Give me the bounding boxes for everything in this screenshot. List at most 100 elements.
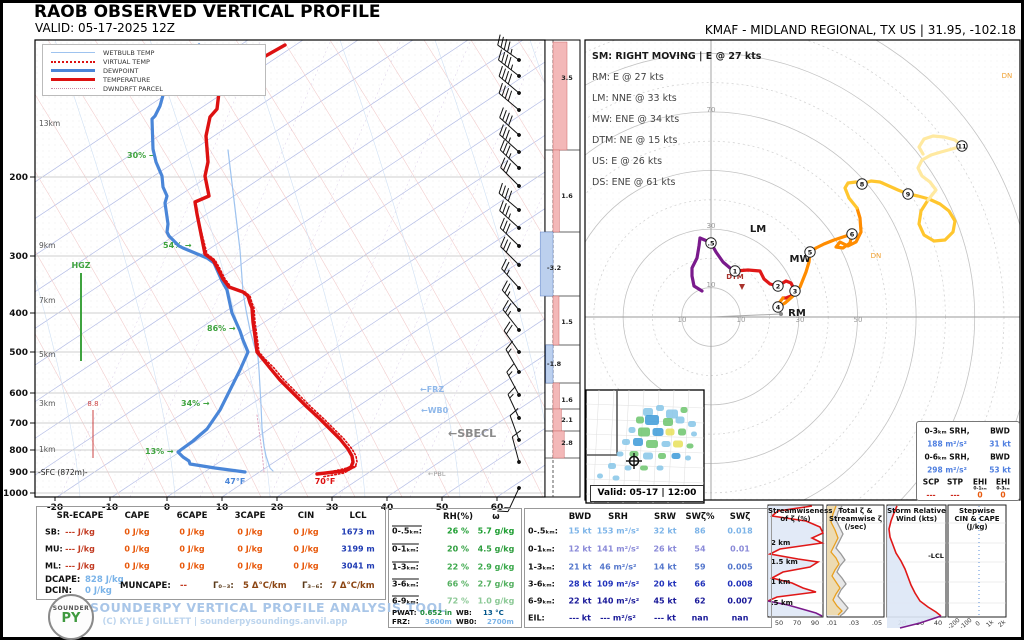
station-title: KMAF - MIDLAND REGIONAL, TX US | 31.95, … — [704, 23, 1016, 37]
height-marker — [705, 237, 717, 249]
advection-value: 2.8 — [561, 439, 573, 447]
sm-line: LM: NNE @ 33 kts — [592, 93, 677, 104]
height-marker-label: 11 — [957, 142, 967, 150]
max-lapse-rate-label: 8.8 — [87, 400, 98, 408]
pressure-tick: 300 — [9, 252, 28, 262]
radar-echo — [661, 441, 671, 447]
wind-barb — [507, 386, 521, 420]
km-label: .5 km — [771, 599, 793, 607]
advection-value: 1.5 — [561, 318, 573, 326]
streamwise-zeta-curve — [830, 505, 843, 616]
height-marker — [729, 265, 741, 277]
wind-barb — [498, 49, 521, 78]
sm-line: RM: E @ 27 kts — [592, 72, 664, 83]
radar-inset — [585, 389, 705, 504]
height-label: 9km — [39, 241, 55, 250]
ring-label: 70 — [707, 106, 716, 114]
legend-label: DWNDRFT PARCEL — [103, 84, 163, 93]
height-marker — [956, 140, 968, 152]
radar-echo — [622, 439, 630, 445]
hodograph-trace-9-12km — [916, 134, 964, 202]
temperature-tick: 20 — [271, 503, 284, 513]
dn-label: DN — [1002, 72, 1013, 80]
level-marker: ←WB0 — [421, 406, 449, 415]
panel-tick: 50 — [775, 619, 783, 627]
storm-motion-block: SM: RIGHT MOVING | E @ 27 kts RM: E @ 27… — [592, 46, 761, 193]
legend-label: TEMPERATURE — [103, 75, 151, 84]
temp-advection-strip: 3.5 1.6 -3.2 1.5 -1.8 1.6 2.1 2.8 — [539, 39, 581, 498]
rh-label: 30% → — [127, 151, 156, 160]
sm-line: DTM: NE @ 15 kts — [592, 135, 678, 146]
sm-line: US: E @ 26 kts — [592, 156, 663, 167]
height-label: 3km — [39, 399, 55, 408]
advection-value: -3.2 — [547, 264, 561, 272]
radar-echo — [665, 428, 675, 436]
height-marker-label: 8 — [860, 180, 865, 188]
rh-table-box — [388, 508, 522, 628]
radar-echo — [652, 428, 664, 436]
hodograph-trace-0-1km — [690, 236, 737, 293]
sm-line: DS: ENE @ 61 kts — [592, 177, 676, 188]
sm-line: SM: RIGHT MOVING | E @ 27 kts — [592, 51, 762, 62]
temperature-tick: 40 — [381, 503, 394, 513]
height-marker-label: .5 — [708, 239, 715, 247]
temperature-trace — [193, 43, 355, 476]
height-marker-label: 6 — [850, 230, 855, 238]
advection-value: 1.6 — [561, 192, 573, 200]
height-marker — [804, 246, 816, 258]
level-marker: ←FRZ — [420, 385, 444, 394]
wind-barbs — [497, 34, 522, 513]
radar-echo — [663, 418, 673, 426]
panel-tick: 0 — [974, 620, 982, 628]
height-marker-label: 3 — [793, 287, 798, 295]
temperature-tick: 10 — [216, 503, 229, 513]
height-marker-label: 4 — [776, 303, 781, 311]
radar-echo — [656, 465, 664, 471]
height-label: 1km — [39, 445, 55, 454]
radar-echo — [688, 421, 696, 427]
radar-valid-label: Valid: 05-17 | 12:00 — [590, 485, 704, 502]
skewt-legend: WETBULB TEMP VIRTUAL TEMP DEWPOINT TEMPE… — [42, 44, 266, 96]
radar-echo — [643, 408, 653, 416]
radar-echo — [597, 473, 603, 479]
height-marker — [846, 228, 858, 240]
motion-label-RM: RM — [788, 308, 806, 319]
wind-barb — [503, 321, 521, 354]
pressure-tick: 600 — [9, 389, 28, 399]
dn-label: DN — [871, 252, 882, 260]
radar-echo — [671, 453, 681, 459]
advection-value: -1.8 — [547, 360, 562, 368]
sm-line: MW: ENE @ 34 kts — [592, 114, 680, 125]
skewt-panel: 200 300 400 500 600 700 800 900 1000 -20 -10 0 10 20 3… — [3, 34, 546, 513]
panel-tick: 1k — [985, 618, 995, 628]
radar-echo — [628, 427, 636, 433]
height-label: 13km — [39, 119, 60, 128]
panel-tick: .05 — [872, 619, 882, 627]
height-marker-label: 2 — [776, 282, 781, 290]
radar-echo — [624, 465, 632, 471]
height-marker-label: 9 — [906, 190, 911, 198]
warm-advection-bar — [552, 430, 565, 459]
wind-barb — [505, 340, 521, 374]
dtm-marker — [739, 284, 745, 290]
temperature-line-sample — [51, 78, 95, 81]
panel-tick: 2k — [997, 618, 1007, 628]
km-label: 1.5 km — [771, 558, 798, 566]
wind-barb — [501, 280, 521, 312]
warm-advection-bar — [552, 149, 560, 233]
cold-advection-bar — [539, 231, 554, 297]
rh-label: 86% → — [207, 324, 236, 333]
pressure-tick: 200 — [9, 173, 28, 183]
pressure-tick: 700 — [9, 419, 28, 429]
wind-barb — [498, 182, 521, 212]
legend-label: DEWPOINT — [103, 66, 139, 75]
wind-barb — [499, 217, 521, 248]
radar-echo — [675, 416, 685, 424]
km-label: 1 km — [771, 578, 790, 586]
virtual-temp-line-sample — [51, 60, 95, 63]
surface-dewpoint-label: 47°F — [225, 477, 246, 486]
radar-echo — [678, 428, 686, 436]
panel-tick: 40 — [934, 619, 942, 627]
height-marker — [789, 285, 801, 297]
wind-barb — [506, 363, 521, 397]
